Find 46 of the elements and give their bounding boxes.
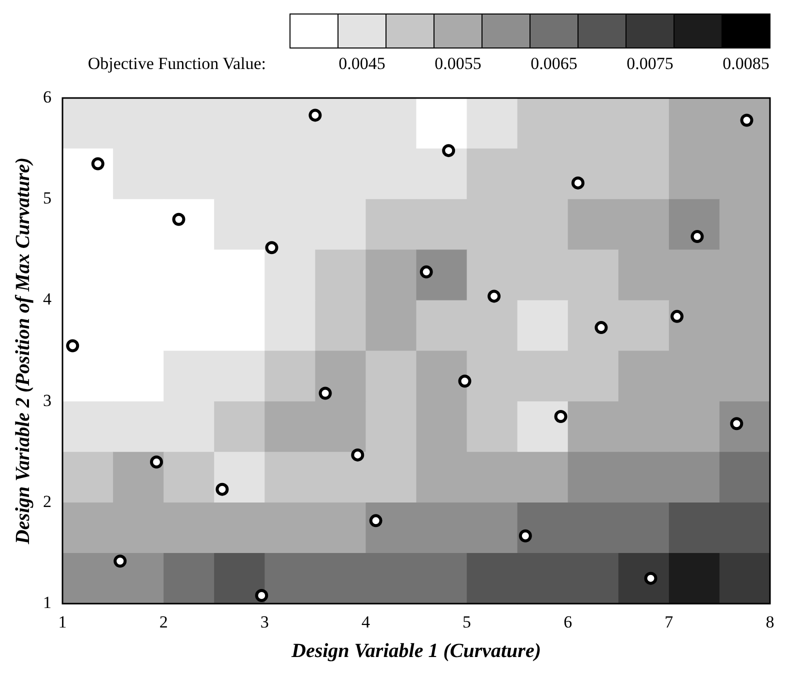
point: [644, 572, 658, 585]
point: [216, 482, 229, 496]
color-bar-label: 0.0075: [626, 54, 674, 73]
point: [670, 310, 684, 323]
point: [420, 265, 433, 278]
x-tick-label: 5: [462, 612, 472, 632]
point: [150, 456, 163, 469]
x-tick-label: 6: [564, 612, 572, 632]
x-tick-label: 4: [361, 612, 370, 632]
color-bar-label: 0.0085: [722, 54, 770, 73]
color-bar-label: 0.0055: [434, 54, 482, 73]
x-tick-label: 1: [58, 612, 67, 632]
color-bar-title: Objective Function Value:: [88, 54, 266, 73]
y-axis-title: Design Variable 2 (Position of Max Curvature): [12, 157, 34, 546]
point: [351, 448, 364, 462]
y-tick-label: 4: [43, 290, 52, 309]
y-tick-label: 2: [43, 492, 52, 511]
point: [114, 554, 127, 568]
color-bar-label: 0.0065: [530, 54, 578, 73]
point: [554, 410, 568, 424]
y-tick-label: 5: [43, 188, 52, 208]
point: [690, 230, 704, 244]
point: [518, 529, 532, 542]
point: [91, 157, 104, 170]
y-tick-label: 1: [43, 593, 52, 612]
x-tick-label: 7: [664, 612, 674, 632]
y-tick-label: 6: [43, 87, 52, 106]
point: [255, 589, 268, 602]
point: [369, 514, 382, 528]
point: [594, 321, 608, 334]
point: [458, 374, 472, 388]
point: [488, 290, 501, 303]
x-tick-label: 3: [260, 612, 269, 632]
y-tick-label: 3: [43, 390, 52, 410]
x-axis-title: Design Variable 1 (Curvature): [290, 640, 541, 662]
point: [571, 176, 584, 190]
point: [730, 417, 744, 430]
point: [308, 108, 322, 122]
x-tick-label: 2: [159, 612, 168, 632]
point: [442, 144, 456, 158]
point: [318, 386, 332, 400]
color-bar-label: 0.0045: [338, 54, 386, 73]
x-tick-label: 8: [766, 612, 774, 632]
point: [265, 241, 278, 254]
point: [66, 339, 80, 352]
point: [172, 212, 186, 226]
